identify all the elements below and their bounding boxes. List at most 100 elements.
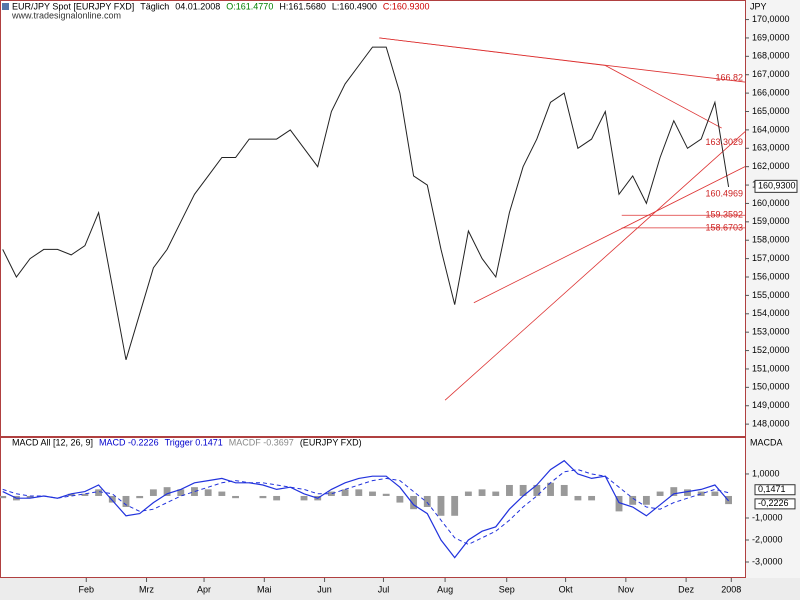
histogram-bar [547,482,554,496]
histogram-bar [369,491,376,496]
histogram-bar [410,495,418,510]
histogram-bar [95,489,103,496]
macd-axis-title: MACDA [750,437,783,447]
y-tick-label: 160,0000 [752,198,790,208]
y-tick-label: 156,0000 [752,271,790,281]
y-tick-label: 166,0000 [752,87,790,97]
histogram-bar [232,495,239,499]
histogram-bar [629,495,637,505]
y-tick-label: 154,0000 [752,308,790,318]
y-tick-label: 151,0000 [752,363,790,373]
y-tick-label: 164,0000 [752,124,790,134]
header-text: (EURJPY FXD) [300,437,362,447]
y-tick-label: 162,0000 [752,161,790,171]
y-tick-label: 150,0000 [752,382,790,392]
y-tick-label: -2,0000 [752,534,783,544]
level-label: 163.3029 [705,137,743,147]
trendline [379,37,606,66]
header-text: EUR/JPY Spot [EURJPY FXD] [12,1,134,11]
header-text: Trigger 0.1471 [165,437,223,447]
histogram-bar [177,489,185,496]
last-value-box [754,498,796,510]
histogram-bar [327,491,335,496]
level-label: 159.3592 [705,210,743,220]
last-value-box [754,179,798,193]
y-tick-label: 157,0000 [752,253,790,263]
series-line [2,469,729,545]
level-label: 158.6703 [705,222,743,232]
histogram-bar [492,491,500,496]
histogram-bar [149,489,157,496]
x-tick-label: Mai [257,584,272,594]
header-text: MACD All [12, 26, 9] [12,437,93,447]
x-tick-label: Apr [197,584,211,594]
x-tick-label: Okt [559,584,574,594]
histogram-bar [560,484,568,496]
histogram-bar [26,495,34,499]
histogram-bar [0,495,7,499]
histogram-bar [136,495,144,499]
histogram-bar [684,489,691,496]
trendline [473,166,746,304]
y-tick-label: 155,0000 [752,290,790,300]
histogram-bar [670,487,678,496]
histogram-bar [108,495,116,503]
header-text: 04.01.2008 [175,1,220,11]
x-tick-label: Jun [317,584,332,594]
header-text: MACDF -0.3697 [229,437,294,447]
level-label: 160.4969 [705,189,743,199]
histogram-bar [711,491,719,496]
y-tick-label: 159,0000 [752,216,790,226]
header-text: C:160.9300 [383,1,430,11]
histogram-bar [642,495,650,505]
x-tick-label: Jul [378,584,390,594]
histogram-bar [81,493,89,496]
histogram-bar [451,495,459,516]
header-text: O:161.4770 [226,1,273,11]
y-tick-label: 148,0000 [752,419,790,429]
price-panel-frame [0,0,746,437]
y-tick-label: 169,0000 [752,32,790,42]
x-tick-label: 2008 [721,584,741,594]
histogram-bar [382,493,390,496]
header-text: MACD -0.2226 [99,437,159,447]
y-tick-label: 170,0000 [752,14,790,24]
histogram-bar [506,484,513,496]
y-tick-label: 153,0000 [752,327,790,337]
histogram-bar [355,489,363,496]
y-tick-label: 168,0000 [752,51,790,61]
x-tick-label: Nov [618,584,635,594]
histogram-bar [519,484,527,496]
source: www.tradesignalonline.com [11,10,121,20]
trendline [605,65,722,129]
header-text: Täglich [140,1,169,11]
histogram-bar [437,495,445,516]
histogram-bar [191,487,198,496]
histogram-bar [67,493,75,496]
y-tick-label: 163,0000 [752,143,790,153]
y-tick-label: 165,0000 [752,106,790,116]
histogram-bar [656,491,664,496]
series-line [2,459,730,559]
y-tick-label: 167,0000 [752,69,790,79]
price-axis-title: JPY [750,1,767,11]
x-tick-label: Aug [437,584,453,594]
x-tick-label: Mrz [139,584,154,594]
histogram-bar [588,495,596,501]
histogram-bar [259,495,267,499]
x-axis-background [0,578,800,600]
histogram-bar [300,495,308,501]
last-value-label: 160,9300 [758,181,796,191]
y-tick-label: 152,0000 [752,345,790,355]
last-value-label: -0,2226 [758,498,789,508]
x-tick-label: Feb [79,584,95,594]
histogram-bar [423,495,431,507]
histogram-bar [122,495,130,507]
y-tick-label: 1,0000 [752,468,780,478]
x-tick-label: Dez [678,584,695,594]
histogram-bar [218,491,226,496]
y-tick-label: 149,0000 [752,400,790,410]
last-value-box [754,484,796,496]
